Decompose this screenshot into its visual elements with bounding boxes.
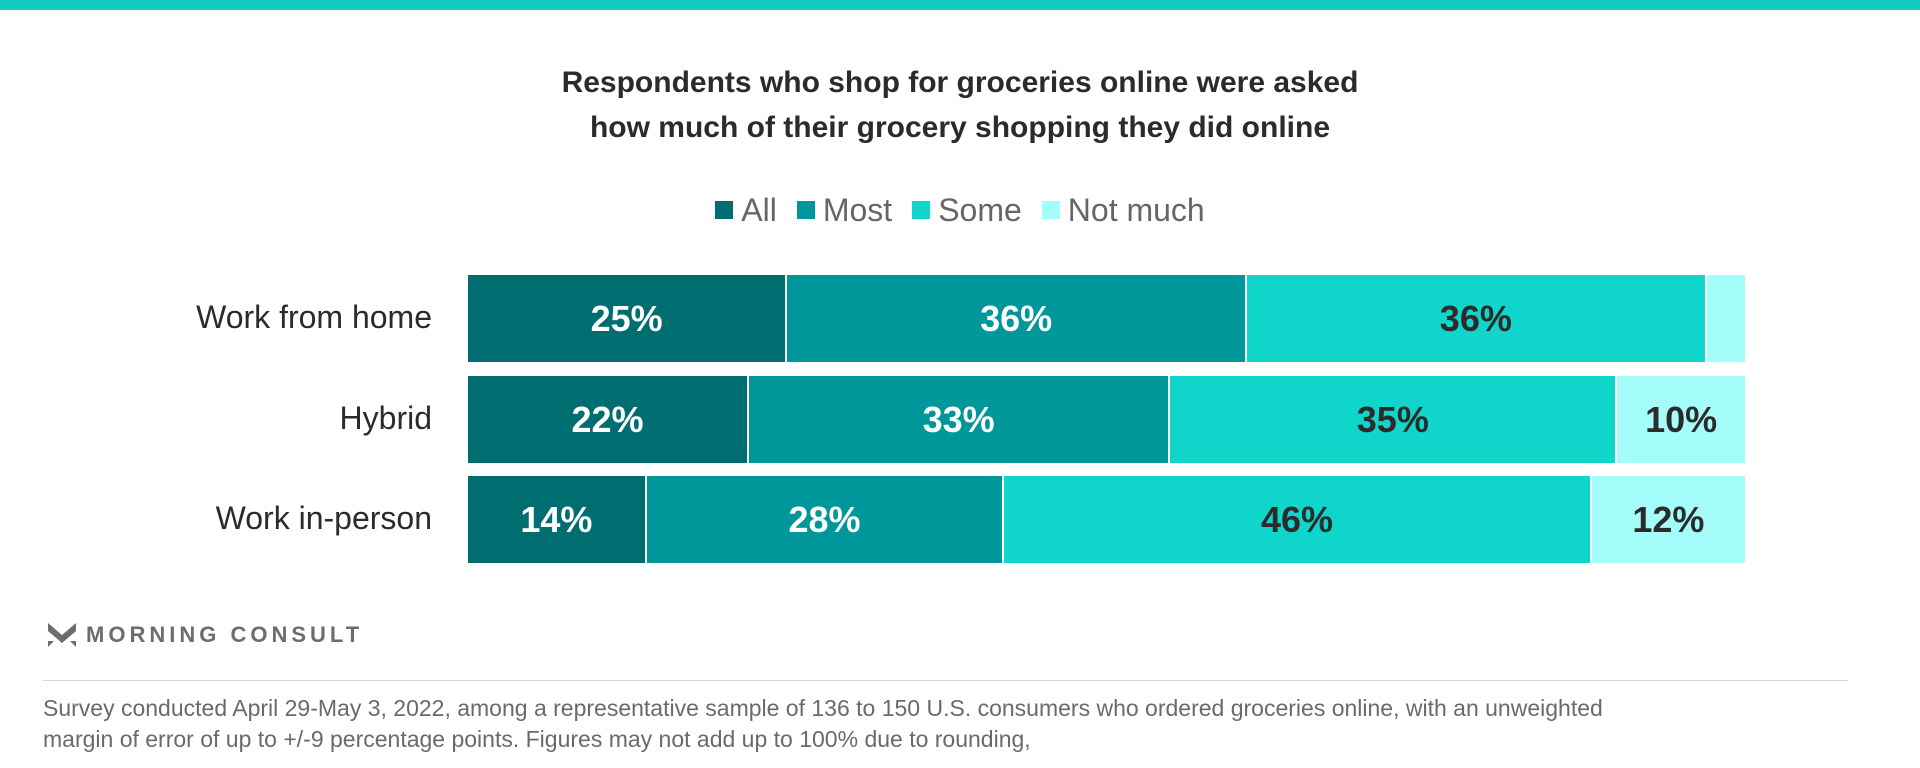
bar-segment-all: 25% — [468, 275, 786, 362]
data-label: 35% — [1356, 398, 1429, 440]
footnote: Survey conducted April 29-May 3, 2022, a… — [43, 693, 1883, 755]
morning-consult-logo: MORNING CONSULT — [48, 622, 363, 648]
legend-label: Some — [938, 191, 1022, 228]
legend-label: Most — [822, 191, 893, 228]
bar-segment-all: 14% — [468, 476, 645, 563]
bar-segment-some: 36% — [1246, 275, 1705, 362]
data-label: 22% — [571, 398, 644, 440]
brand-name: MORNING CONSULT — [86, 622, 364, 647]
data-label: 28% — [788, 498, 861, 540]
data-label: 36% — [1439, 297, 1512, 339]
bar-segment-not-much: 10% — [1617, 376, 1745, 463]
data-label: 25% — [590, 297, 663, 339]
morning-consult-chevron-icon — [48, 623, 76, 647]
bar-segment-most: 28% — [646, 476, 1003, 563]
data-label: 46% — [1261, 498, 1334, 540]
category-label: Work in-person — [215, 499, 432, 536]
bar-segment-most: 33% — [748, 376, 1169, 463]
divider — [43, 680, 1848, 681]
data-label: 36% — [980, 297, 1053, 339]
legend-item-all: All — [715, 192, 777, 229]
chart-title-line-1: Respondents who shop for groceries onlin… — [561, 66, 1359, 99]
chart-title-line-2: how much of their grocery shopping they … — [589, 111, 1331, 144]
data-label: 14% — [520, 498, 593, 540]
legend-swatch — [912, 201, 931, 219]
bar-segment-not-much — [1706, 275, 1745, 362]
legend-swatch — [1041, 201, 1060, 219]
category-label: Work from home — [196, 298, 432, 335]
legend-label: All — [741, 191, 777, 228]
chart-title: Respondents who shop for groceries onlin… — [0, 60, 1920, 150]
legend-swatch — [715, 201, 734, 219]
legend-item-most: Most — [796, 191, 893, 229]
top-accent-bar — [0, 0, 1920, 10]
legend-item-some: Some — [912, 192, 1022, 229]
data-label: 12% — [1632, 498, 1705, 540]
bar-segment-all: 22% — [468, 376, 747, 463]
legend-swatch — [796, 201, 815, 219]
footnote-line-2: margin of error of up to +/-9 percentage… — [43, 726, 1031, 752]
data-label: 10% — [1645, 398, 1718, 440]
bar-segment-not-much: 12% — [1591, 476, 1745, 563]
category-label: Hybrid — [339, 399, 432, 436]
bar-segment-some: 35% — [1170, 376, 1616, 463]
stacked-bar-chart: Work from home 25% 36% 36% Hybrid 22% 33% 35% 10… — [196, 275, 1745, 563]
bar-segment-most: 36% — [787, 275, 1245, 362]
legend: All Most Some Not much — [0, 190, 1920, 229]
footnote-line-1: Survey conducted April 29-May 3, 2022, a… — [43, 695, 1603, 721]
legend-label: Not much — [1067, 191, 1205, 228]
bar-segment-some: 46% — [1004, 476, 1590, 563]
legend-item-not-much: Not much — [1041, 191, 1205, 229]
data-label: 33% — [922, 398, 995, 440]
